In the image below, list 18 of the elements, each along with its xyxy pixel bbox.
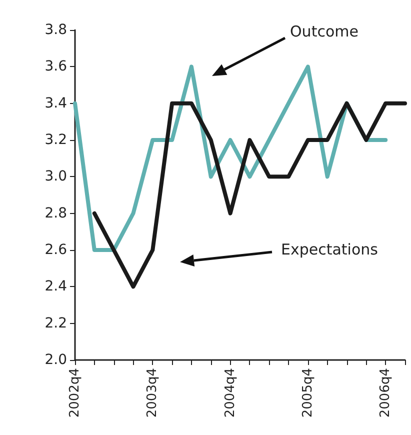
y-tick-label: 2.2 xyxy=(44,315,67,332)
annotation: Outcome xyxy=(290,22,358,40)
y-tick-label: 3.0 xyxy=(44,168,67,185)
y-tick-label: 2.8 xyxy=(44,205,67,222)
y-tick-label: 3.2 xyxy=(44,132,67,148)
y-tick-label: 2.0 xyxy=(44,352,67,368)
y-tick-label: 2.6 xyxy=(44,242,68,258)
y-tick-label: 3.6 xyxy=(44,58,68,75)
x-tick-label: 2006q4 xyxy=(378,368,394,418)
x-tick-label: 2003q4 xyxy=(145,368,160,418)
x-tick-label: 2002q4 xyxy=(68,368,82,418)
y-tick-label: 3.8 xyxy=(44,22,67,38)
y-tick-label: 3.4 xyxy=(44,95,68,112)
x-tick-label: 2005q4 xyxy=(300,368,316,418)
annotation: Expectations xyxy=(281,240,378,258)
y-tick-label: 2.4 xyxy=(44,278,68,295)
x-tick-label: 2004q4 xyxy=(222,368,238,418)
line-series xyxy=(92,101,407,289)
